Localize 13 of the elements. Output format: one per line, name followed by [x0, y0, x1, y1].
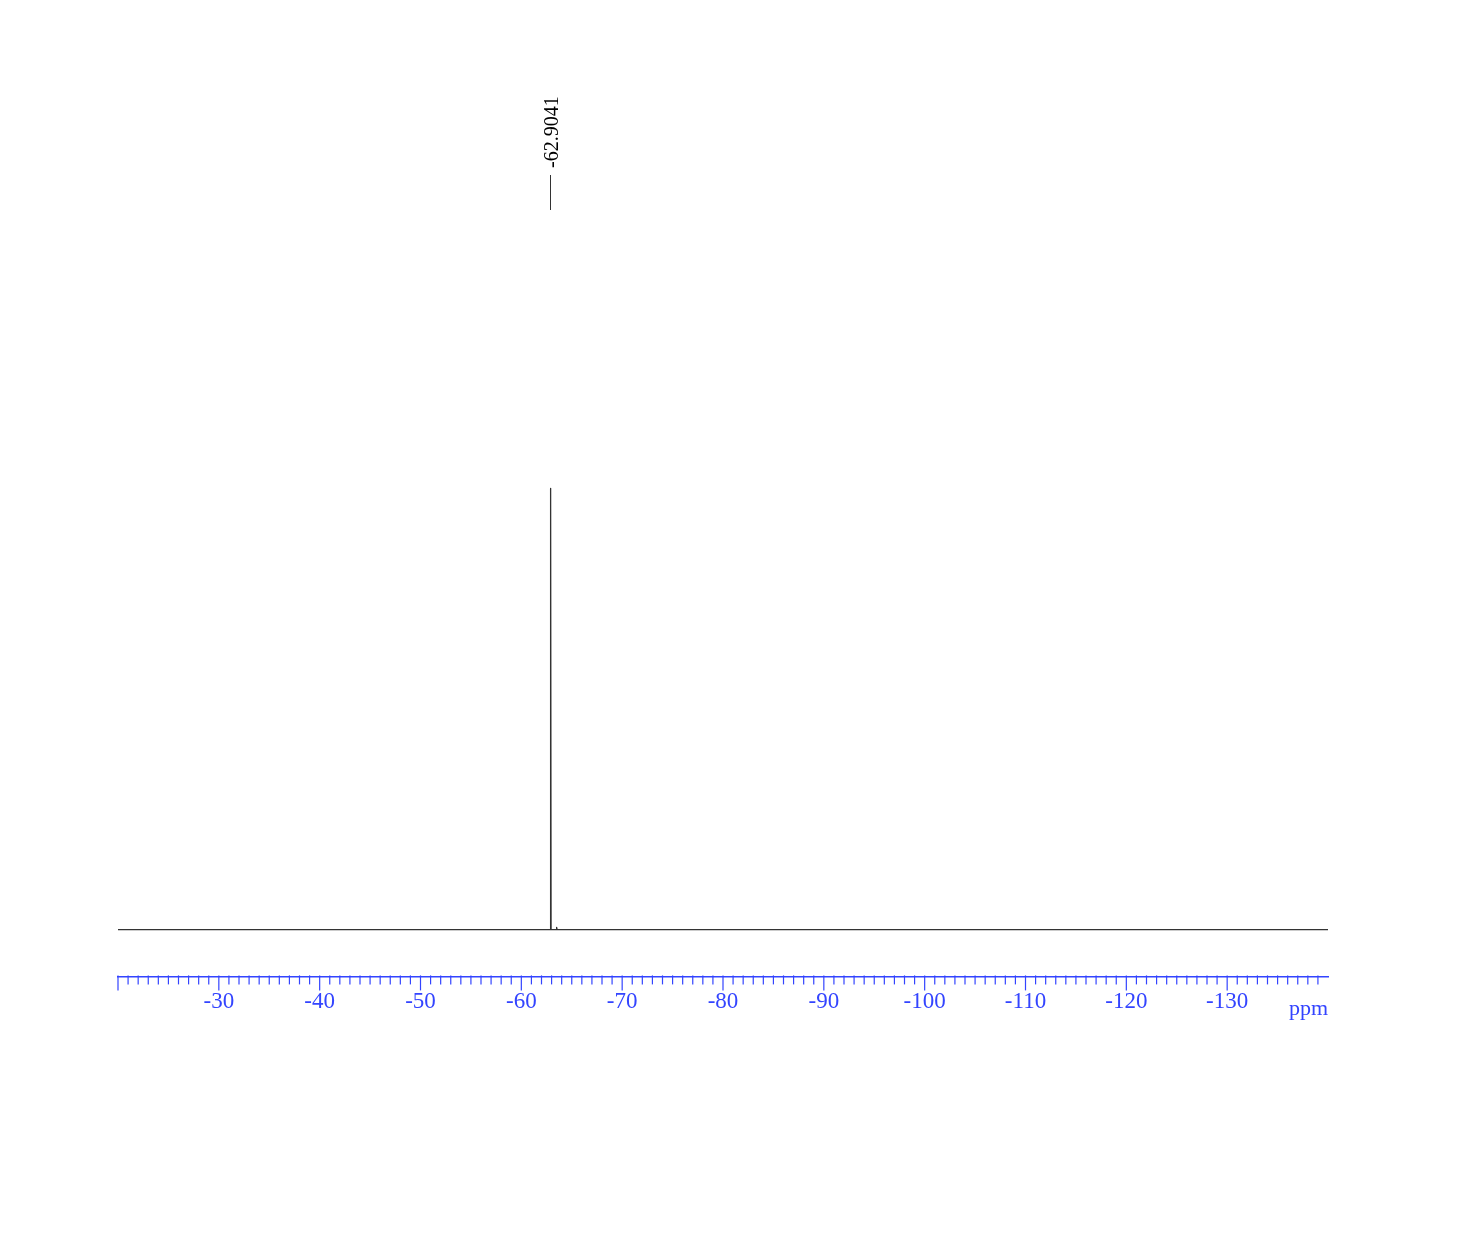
x-tick-label: -60: [506, 988, 537, 1014]
x-tick-label: -70: [606, 988, 638, 1014]
x-tick-label: -90: [808, 988, 840, 1014]
x-tick-label: -40: [304, 988, 335, 1014]
text: -62.9041: [539, 96, 562, 168]
x-tick-label: -50: [405, 988, 436, 1014]
x-tick-label: -110: [1004, 988, 1047, 1014]
x-tick-label: -80: [707, 988, 739, 1014]
x-axis-title: ppm: [1288, 995, 1328, 1021]
x-tick-label: -130: [1206, 988, 1249, 1014]
x-tick-label: -30: [203, 988, 235, 1014]
x-tick-label: -120: [1105, 988, 1148, 1014]
x-tick-label: -100: [903, 988, 946, 1014]
